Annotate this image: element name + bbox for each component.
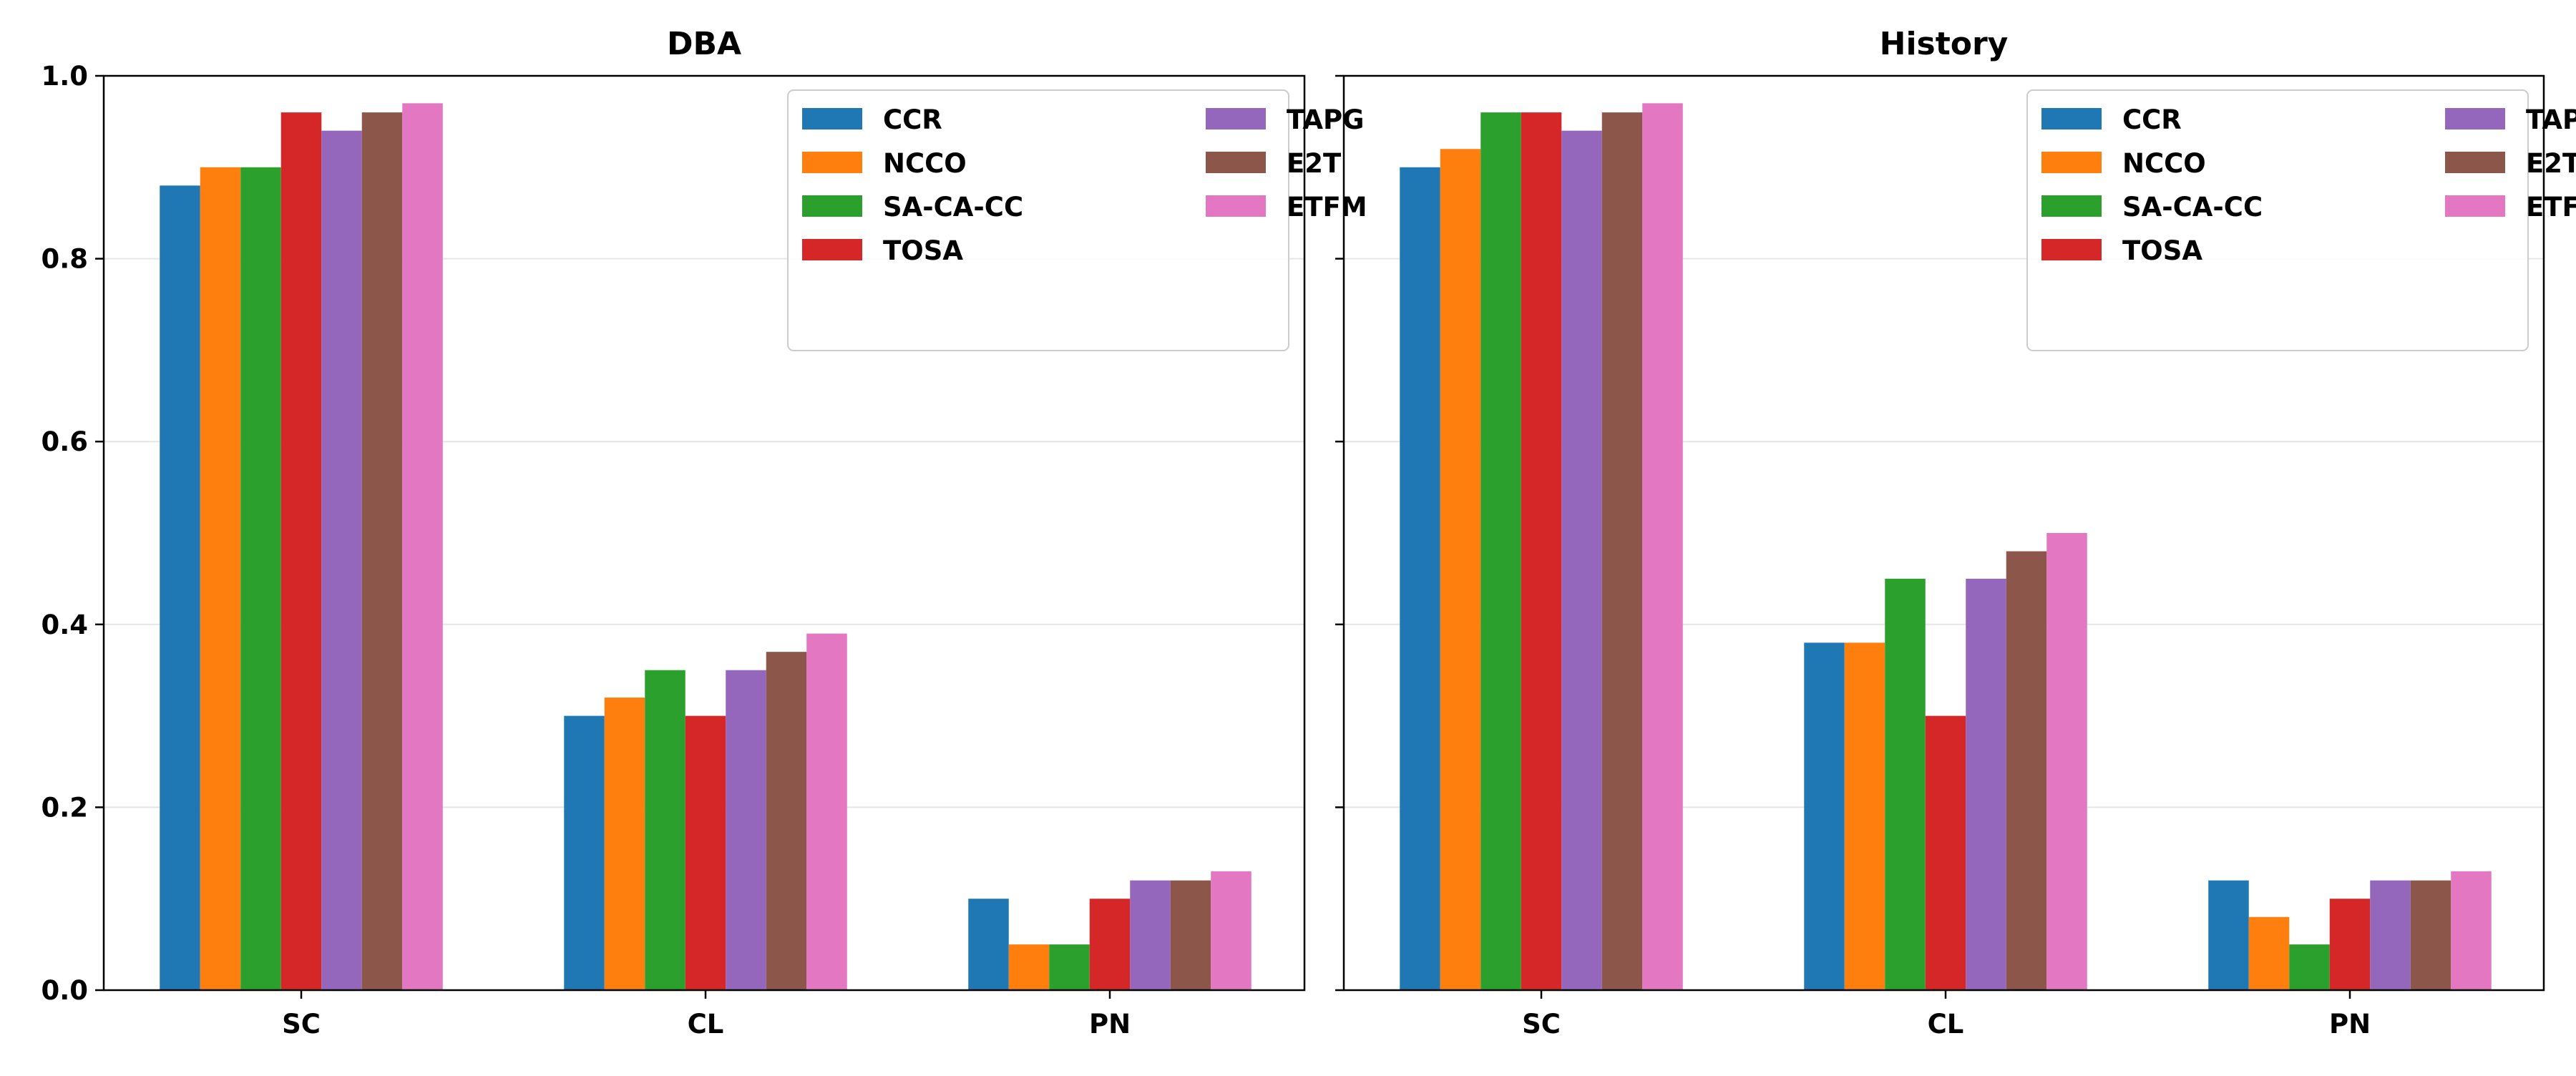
chart-title: DBA — [667, 26, 741, 62]
chart-panel-0: 0.0 0.2 0.4 0.6 0.8 1.0 SC CL PN DBA CCR NCCO SA-CA-… — [41, 26, 1367, 1040]
legend-label-ncco: NCCO — [2122, 148, 2206, 179]
bar-ccr-sc — [160, 185, 200, 990]
bar-etfm-cl — [806, 633, 847, 990]
bar-sa-ca-cc-sc — [240, 167, 281, 990]
y-tick-label: 0.6 — [41, 426, 88, 457]
legend-label-e2t: E2T — [1287, 148, 1342, 179]
bar-tapg-pn — [1130, 880, 1171, 990]
bar-ccr-sc — [1400, 167, 1440, 990]
legend-label-ncco: NCCO — [883, 148, 967, 179]
bar-etfm-sc — [402, 103, 443, 991]
legend-label-tapg: TAPG — [1287, 104, 1365, 135]
bar-tosa-sc — [280, 112, 322, 990]
legend-label-e2t: E2T — [2526, 148, 2576, 179]
legend-label-etfm: ETFM — [1287, 192, 1367, 222]
bar-ccr-pn — [2208, 880, 2249, 990]
bar-e2t-sc — [361, 112, 403, 990]
bar-tapg-sc — [1561, 130, 1602, 991]
bar-etfm-sc — [1642, 103, 1683, 991]
legend-swatch-tosa — [2041, 239, 2102, 260]
axes-frame — [102, 74, 1306, 992]
bar-ncco-cl — [1844, 642, 1885, 990]
legend-swatch-sa-ca-cc — [2041, 195, 2102, 217]
legend-label-sa-ca-cc: SA-CA-CC — [883, 192, 1023, 222]
legend-label-etfm: ETFM — [2526, 192, 2576, 222]
legend-label-ccr: CCR — [2122, 104, 2182, 135]
x-tick-label-pn: PN — [2329, 1009, 2371, 1040]
bar-ncco-sc — [1440, 149, 1481, 991]
x-tick-label-sc: SC — [1522, 1009, 1561, 1040]
bar-ncco-pn — [2248, 916, 2290, 990]
bar-tapg-sc — [321, 130, 362, 991]
bar-e2t-cl — [766, 652, 807, 990]
x-tick-label-pn: PN — [1089, 1009, 1131, 1040]
legend-swatch-ncco — [2041, 152, 2102, 173]
legend-swatch-ccr — [2041, 108, 2102, 129]
legend-label-tosa: TOSA — [883, 235, 963, 266]
bar-etfm-pn — [2451, 871, 2492, 990]
legend-swatch-ccr — [802, 108, 862, 129]
bar-etfm-pn — [1211, 871, 1252, 990]
chart-title: History — [1880, 26, 2009, 62]
bar-ncco-pn — [1008, 944, 1050, 990]
bar-e2t-pn — [2410, 880, 2451, 990]
legend-swatch-tapg — [2445, 108, 2505, 129]
legend: CCR NCCO SA-CA-CC TOSA TAPG E2T ETFM — [787, 89, 1367, 351]
legend-swatch-tapg — [1206, 108, 1266, 129]
bar-tosa-sc — [1521, 112, 1562, 990]
bar-tosa-cl — [1925, 715, 1966, 990]
bar-sa-ca-cc-cl — [645, 670, 686, 990]
legend-box — [2026, 89, 2529, 351]
legend-label-tapg: TAPG — [2526, 104, 2576, 135]
bar-tosa-pn — [1089, 899, 1131, 990]
y-tick-label: 0.0 — [41, 975, 88, 1006]
bar-tosa-pn — [2329, 899, 2371, 990]
bar-ccr-cl — [564, 715, 605, 990]
y-tick-label: 0.8 — [41, 244, 88, 275]
x-tick-label-cl: CL — [1928, 1009, 1964, 1040]
legend-swatch-e2t — [2445, 152, 2505, 173]
bar-tosa-cl — [685, 715, 726, 990]
bar-tapg-cl — [1966, 578, 2006, 990]
axes-frame — [1342, 74, 2545, 992]
bar-tapg-pn — [2370, 880, 2411, 990]
bar-e2t-sc — [1601, 112, 1643, 990]
legend-label-sa-ca-cc: SA-CA-CC — [2122, 192, 2263, 222]
legend-box — [787, 89, 1289, 351]
bar-sa-ca-cc-pn — [1049, 944, 1090, 990]
legend-swatch-etfm — [2445, 195, 2505, 217]
legend-swatch-e2t — [1206, 152, 1266, 173]
x-tick-label-sc: SC — [282, 1009, 321, 1040]
bar-ncco-cl — [604, 698, 645, 990]
bar-ncco-sc — [200, 167, 241, 990]
bar-sa-ca-cc-sc — [1480, 112, 1521, 990]
legend: CCR NCCO SA-CA-CC TOSA TAPG E2T ETFM — [2026, 89, 2576, 351]
legend-swatch-sa-ca-cc — [802, 195, 862, 217]
chart-panel-1: SC CL PN History CCR NCCO SA-CA-CC TOSA TAPG E2T E… — [1335, 26, 2576, 1040]
bar-ccr-cl — [1804, 642, 1845, 990]
bar-sa-ca-cc-cl — [1885, 578, 1926, 990]
legend-label-tosa: TOSA — [2122, 235, 2202, 266]
legend-swatch-tosa — [802, 239, 862, 260]
bar-e2t-cl — [2006, 551, 2047, 990]
legend-swatch-etfm — [1206, 195, 1266, 217]
bar-sa-ca-cc-pn — [2289, 944, 2330, 990]
y-tick-label: 1.0 — [41, 61, 88, 92]
bar-tapg-cl — [726, 670, 766, 990]
legend-swatch-ncco — [802, 152, 862, 173]
legend-label-ccr: CCR — [883, 104, 942, 135]
y-tick-label: 0.4 — [41, 610, 88, 640]
x-tick-label-cl: CL — [688, 1009, 724, 1040]
bar-etfm-cl — [2046, 533, 2087, 990]
y-tick-label: 0.2 — [41, 792, 88, 823]
bar-ccr-pn — [968, 899, 1009, 990]
bar-e2t-pn — [1170, 880, 1211, 990]
